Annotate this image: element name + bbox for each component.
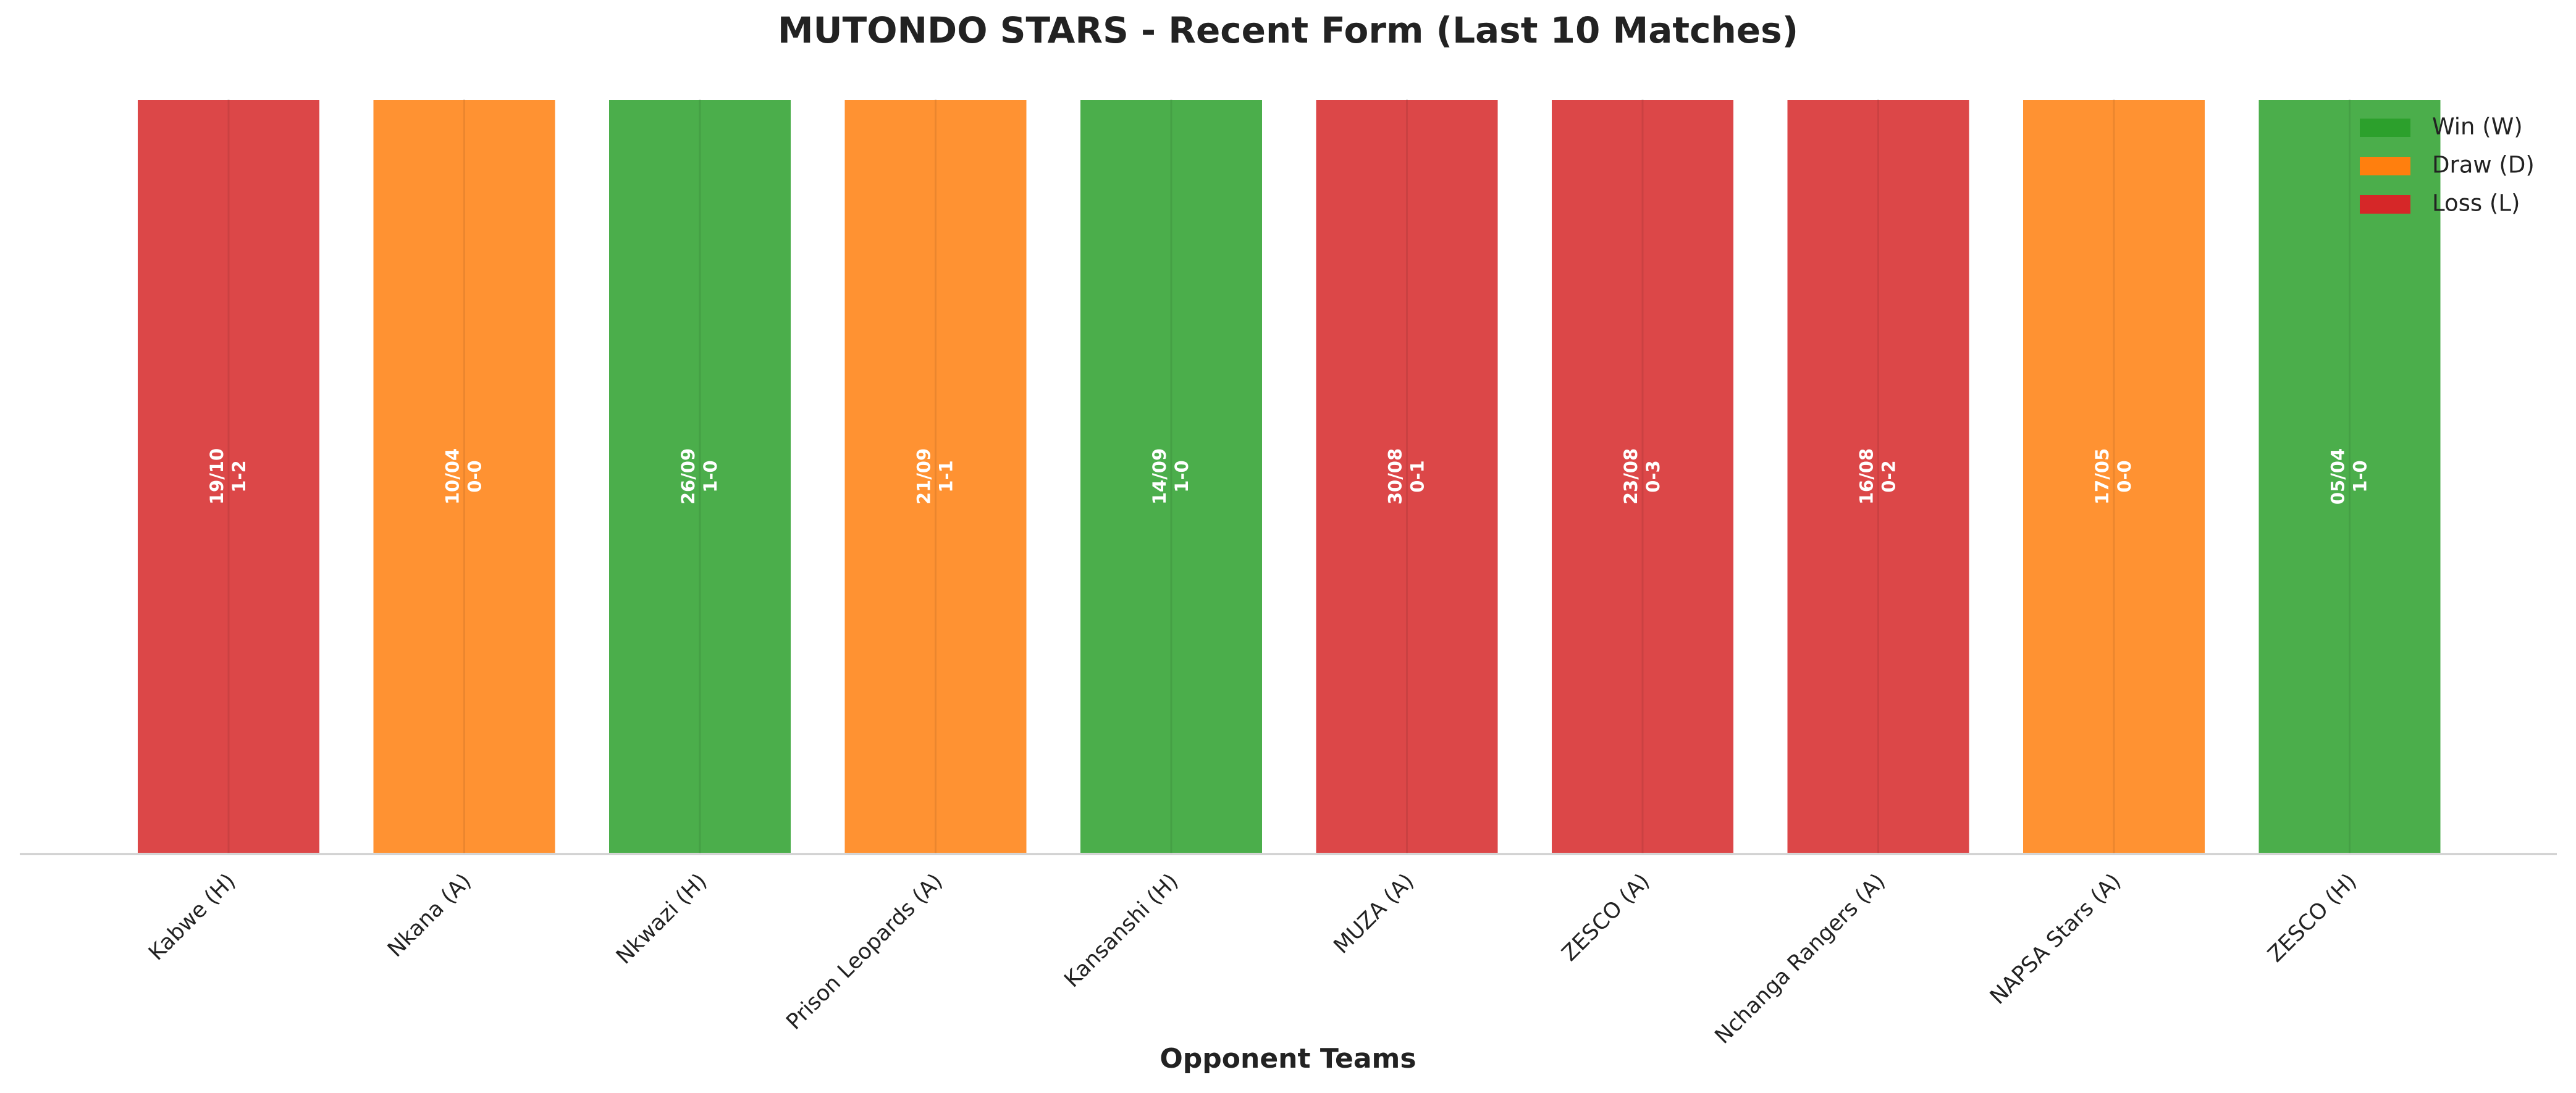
- score-label: 1-0: [2350, 460, 2371, 492]
- x-tick-label: Nkana (A): [383, 869, 476, 962]
- x-tick-label: ZESCO (H): [2263, 869, 2362, 967]
- score-label: 0-3: [1643, 460, 1664, 492]
- bar: [1549, 98, 1736, 855]
- date-label: 05/04: [2328, 448, 2349, 505]
- bar: [607, 98, 793, 855]
- x-tick-label: Kansanshi (H): [1060, 869, 1184, 992]
- bar: [371, 98, 558, 855]
- x-axis-label: Opponent Teams: [1160, 1043, 1416, 1074]
- score-label: 0-2: [1879, 460, 1900, 492]
- legend-label: Draw (D): [2432, 152, 2535, 178]
- x-tick-label: MUZA (A): [1329, 869, 1419, 958]
- date-label: 10/04: [442, 448, 463, 505]
- date-label: 17/05: [2092, 448, 2113, 505]
- x-tick-label: Kabwe (H): [144, 869, 240, 965]
- score-label: 1-1: [936, 460, 957, 492]
- score-label: 1-2: [229, 460, 250, 492]
- score-label: 0-0: [465, 460, 486, 492]
- date-label: 21/09: [914, 448, 935, 505]
- x-tick-label: Prison Leopards (A): [781, 869, 947, 1034]
- date-label: 30/08: [1385, 448, 1406, 505]
- legend-label: Win (W): [2432, 114, 2523, 140]
- date-label: 23/08: [1620, 448, 1641, 505]
- score-label: 1-0: [700, 460, 721, 492]
- x-tick-label: ZESCO (A): [1557, 869, 1654, 966]
- date-label: 26/09: [678, 448, 699, 505]
- score-label: 0-1: [1407, 460, 1428, 492]
- legend-swatch: [2360, 157, 2410, 175]
- bar: [842, 98, 1029, 855]
- x-tick-label: NAPSA Stars (A): [1985, 869, 2126, 1009]
- bar: [2256, 98, 2443, 855]
- bar: [135, 98, 322, 855]
- legend-label: Loss (L): [2432, 190, 2520, 217]
- bar: [1313, 98, 1501, 855]
- score-label: 0-0: [2114, 460, 2135, 492]
- legend-swatch: [2360, 195, 2410, 214]
- legend-swatch: [2360, 119, 2410, 137]
- date-label: 19/10: [206, 448, 227, 505]
- score-label: 1-0: [1171, 460, 1192, 492]
- x-tick-label: Nkwazi (H): [612, 869, 712, 969]
- chart-title: MUTONDO STARS - Recent Form (Last 10 Mat…: [778, 9, 1798, 51]
- x-tick-label: Nchanga Rangers (A): [1711, 869, 1890, 1049]
- bar: [1785, 98, 1972, 855]
- date-label: 16/08: [1856, 448, 1877, 505]
- bar: [1078, 98, 1265, 855]
- date-label: 14/09: [1149, 448, 1170, 505]
